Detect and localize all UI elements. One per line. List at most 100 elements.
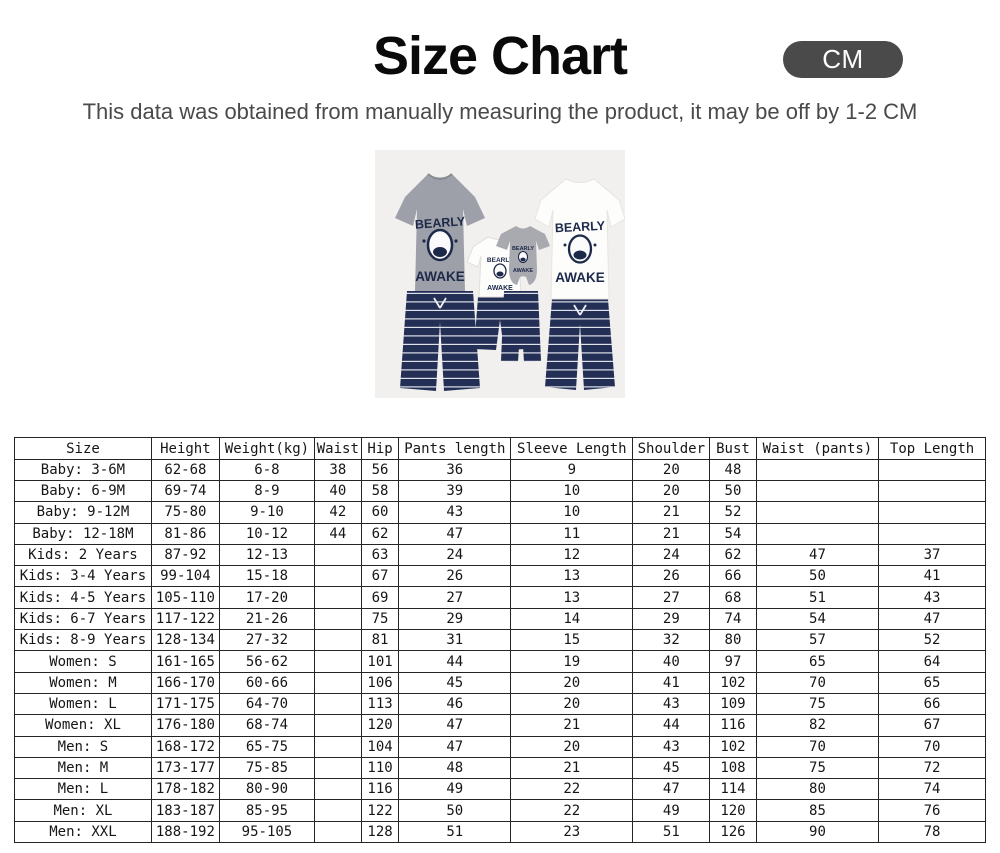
measurement-cell: 161-165 [150, 650, 220, 673]
column-header: Sleeve Length [510, 437, 634, 460]
measurement-cell: 102 [709, 671, 757, 694]
measurement-cell: 113 [360, 692, 400, 716]
shirt-graphic-text: BEARLY [415, 215, 467, 233]
measurement-cell: 60-66 [218, 671, 316, 694]
measurement-cell: 101 [360, 650, 400, 673]
measurement-cell: 45 [398, 671, 512, 694]
table-row: Women: L 171-175 64-70 113 46 20 43 109 75 66 [14, 692, 986, 716]
measurement-cell: 120 [709, 799, 757, 822]
measurement-cell: 26 [632, 565, 711, 588]
measurement-cell: 168-172 [150, 735, 220, 758]
table-row: Men: M 173-177 75-85 110 48 21 45 108 75 72 [14, 756, 986, 780]
measurement-cell: 15 [510, 629, 634, 652]
measurement-cell: 48 [398, 756, 512, 780]
unit-badge-cm[interactable]: CM [783, 41, 903, 78]
measurement-cell: 106 [360, 671, 400, 694]
measurement-cell: 22 [510, 799, 634, 822]
measurement-cell: 50 [398, 799, 512, 822]
measurement-cell: 17-20 [218, 586, 316, 609]
mom-shorts [545, 299, 615, 391]
measurement-cell: 12 [510, 543, 634, 567]
measurement-cell: 11 [510, 522, 634, 545]
measurement-cell: 114 [709, 778, 757, 801]
size-label-cell: Women: XL [14, 714, 152, 737]
measurement-cell: 51 [632, 820, 711, 844]
measurement-cell: 56-62 [218, 650, 316, 673]
measurement-cell [314, 629, 362, 652]
size-label-cell: Men: S [14, 735, 152, 758]
measurement-cell: 47 [878, 607, 986, 631]
baby-pants [501, 291, 541, 363]
size-label-cell: Men: M [14, 756, 152, 780]
measurement-cell: 72 [878, 756, 986, 780]
measurement-cell: 27 [632, 586, 711, 609]
measurement-cell: 41 [878, 565, 986, 588]
measurement-cell: 27-32 [218, 629, 316, 652]
table-row: Women: M 166-170 60-66 106 45 20 41 102 70 65 [14, 671, 986, 694]
size-label-cell: Men: XL [14, 799, 152, 822]
shirt-graphic-text: AWAKE [513, 268, 534, 274]
measurement-cell [314, 778, 362, 801]
size-label-cell: Kids: 8-9 Years [14, 629, 152, 652]
measurement-cell: 117-122 [150, 607, 220, 631]
size-label-cell: Baby: 9-12M [14, 501, 152, 524]
measurement-cell: 44 [314, 522, 362, 545]
column-header: Waist (pants) [755, 437, 880, 460]
dad-outfit: BEARLY AWAKE [395, 173, 485, 392]
measurement-cell: 75-80 [150, 501, 220, 524]
measurement-cell: 66 [709, 565, 757, 588]
drawstring-icon [433, 297, 447, 309]
measurement-cell [314, 820, 362, 844]
size-label-cell: Men: XXL [14, 820, 152, 844]
dot-icon [454, 239, 458, 243]
measurement-cell: 40 [632, 650, 711, 673]
measurement-cell: 49 [398, 778, 512, 801]
measurement-cell: 45 [632, 756, 711, 780]
measurement-cell: 81 [360, 629, 400, 652]
measurement-cell: 80 [755, 778, 880, 801]
measurement-cell: 22 [510, 778, 634, 801]
family-pajamas-illustration: BEARLY AWAKE BEARLY AWAKE BEARLY [375, 150, 625, 399]
measurement-cell: 47 [398, 735, 512, 758]
measurement-cell: 14 [510, 607, 634, 631]
table-header-row: Size Height Weight(kg) Waist Hip Pants length… [14, 437, 986, 460]
measurement-cell: 166-170 [150, 671, 220, 694]
measurement-cell: 36 [398, 458, 512, 481]
measurement-cell: 65-75 [218, 735, 316, 758]
measurement-cell: 29 [632, 607, 711, 631]
measurement-cell: 27 [398, 586, 512, 609]
measurement-cell: 8-9 [218, 479, 316, 503]
measurement-cell: 75 [755, 756, 880, 780]
measurement-cell: 65 [878, 671, 986, 694]
measurement-cell: 128-134 [150, 629, 220, 652]
measurement-cell: 50 [709, 479, 757, 503]
measurement-cell: 29 [398, 607, 512, 631]
measurement-cell: 74 [709, 607, 757, 631]
size-table-section: Size Height Weight(kg) Waist Hip Pants length… [14, 437, 986, 844]
measurement-cell: 19 [510, 650, 634, 673]
measurement-cell [314, 565, 362, 588]
measurement-cell: 42 [314, 501, 362, 524]
measurement-cell: 6-8 [218, 458, 316, 481]
bear-nose-icon [496, 271, 504, 277]
table-row: Baby: 3-6M 62-68 6-8 38 56 36 9 20 48 [14, 458, 986, 481]
measurement-cell: 82 [755, 714, 880, 737]
measurement-cell [755, 522, 880, 545]
measurement-cell [314, 714, 362, 737]
measurement-cell: 64 [878, 650, 986, 673]
measurement-cell: 37 [878, 543, 986, 567]
measurement-cell [314, 543, 362, 567]
measurement-cell: 66 [878, 692, 986, 716]
measurement-cell: 58 [360, 479, 400, 503]
measurement-cell: 85-95 [218, 799, 316, 822]
bear-nose-icon [573, 250, 587, 260]
measurement-cell: 21 [510, 756, 634, 780]
measurement-cell [878, 458, 986, 481]
size-label-cell: Women: L [14, 692, 152, 716]
measurement-cell: 38 [314, 458, 362, 481]
measurement-cell: 116 [709, 714, 757, 737]
size-label-cell: Baby: 3-6M [14, 458, 152, 481]
size-label-cell: Women: S [14, 650, 152, 673]
measurement-cell: 128 [360, 820, 400, 844]
